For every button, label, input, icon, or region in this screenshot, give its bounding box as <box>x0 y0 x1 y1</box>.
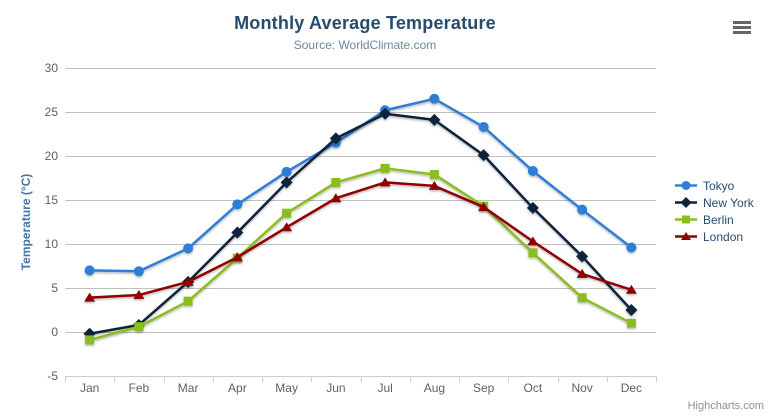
y-axis-label: 25 <box>45 105 59 119</box>
y-axis-label: 15 <box>45 193 59 207</box>
circle-marker[interactable] <box>84 265 95 276</box>
y-axis-label: 0 <box>51 325 58 339</box>
triangle-marker[interactable] <box>576 268 588 278</box>
y-axis-label: 20 <box>45 149 59 163</box>
series-tokyo[interactable] <box>84 93 637 277</box>
legend-item-label: New York <box>703 195 754 210</box>
x-axis-label: Aug <box>424 381 445 395</box>
x-axis-label: Oct <box>524 381 543 395</box>
diamond-marker[interactable] <box>477 149 490 162</box>
legend-item-berlin[interactable]: Berlin <box>674 211 754 228</box>
hamburger-bar <box>733 26 751 29</box>
x-axis-label: May <box>275 381 298 395</box>
triangle-marker[interactable] <box>681 232 691 240</box>
square-legend-icon <box>675 215 697 224</box>
square-marker[interactable] <box>626 318 636 328</box>
series-london[interactable] <box>84 177 637 302</box>
circle-marker[interactable] <box>577 204 588 215</box>
circle-marker[interactable] <box>133 266 144 277</box>
circle-marker[interactable] <box>183 243 194 254</box>
legend-item-tokyo[interactable]: Tokyo <box>674 177 754 194</box>
x-axis-label: Jul <box>377 381 392 395</box>
triangle-marker[interactable] <box>478 202 490 212</box>
circle-marker[interactable] <box>626 242 637 253</box>
square-marker[interactable] <box>134 322 144 332</box>
square-marker[interactable] <box>577 293 587 303</box>
context-menu-icon[interactable] <box>733 21 751 34</box>
triangle-marker[interactable] <box>281 222 293 232</box>
x-axis-label: Jun <box>326 381 345 395</box>
triangle-marker[interactable] <box>84 292 96 302</box>
triangle-marker[interactable] <box>527 236 539 246</box>
hamburger-bar <box>733 31 751 34</box>
triangle-marker[interactable] <box>182 276 194 286</box>
legend-item-new-york[interactable]: New York <box>674 194 754 211</box>
legend-item-label: Tokyo <box>703 178 735 193</box>
diamond-marker[interactable] <box>576 250 589 263</box>
series-new-york[interactable] <box>83 107 638 340</box>
circle-marker[interactable] <box>478 121 489 132</box>
diamond-marker[interactable] <box>526 201 539 214</box>
hamburger-bar <box>733 21 751 24</box>
square-marker[interactable] <box>85 335 95 345</box>
legend-item-label: London <box>703 229 744 244</box>
triangle-marker[interactable] <box>379 177 391 187</box>
triangle-legend-icon <box>675 232 697 240</box>
legend-item-label: Berlin <box>703 212 734 227</box>
circle-marker[interactable] <box>681 181 691 190</box>
square-marker[interactable] <box>183 296 193 306</box>
x-axis-label: Sep <box>473 381 495 395</box>
y-axis-label: 10 <box>45 237 59 251</box>
y-axis-title: Temperature (°C) <box>19 173 33 271</box>
square-marker[interactable] <box>282 208 292 218</box>
circle-legend-icon <box>675 181 697 190</box>
triangle-marker[interactable] <box>330 193 342 203</box>
diamond-legend-icon <box>675 197 697 208</box>
chart-title: Monthly Average Temperature <box>234 13 496 33</box>
diamond-marker[interactable] <box>329 132 342 145</box>
square-marker[interactable] <box>380 163 390 173</box>
chart-subtitle: Source: WorldClimate.com <box>293 38 437 52</box>
series-line[interactable] <box>88 97 633 273</box>
series-line[interactable] <box>88 112 633 336</box>
triangle-marker[interactable] <box>428 180 440 190</box>
x-axis-label: Jan <box>80 381 99 395</box>
highcharts-credit[interactable]: Highcharts.com <box>687 400 764 412</box>
triangle-marker[interactable] <box>231 252 243 262</box>
x-axis-label: Apr <box>228 381 247 395</box>
diamond-marker[interactable] <box>428 113 441 126</box>
circle-marker[interactable] <box>281 166 292 177</box>
diamond-marker[interactable] <box>280 176 293 189</box>
triangle-marker[interactable] <box>625 284 637 294</box>
diamond-marker[interactable] <box>379 107 392 120</box>
y-axis-label: -5 <box>47 369 58 383</box>
series-line[interactable] <box>88 167 633 342</box>
series-line[interactable] <box>88 181 633 299</box>
square-marker[interactable] <box>429 169 439 179</box>
triangle-marker[interactable] <box>133 290 145 300</box>
x-axis-label: Mar <box>178 381 199 395</box>
diamond-marker[interactable] <box>231 226 244 239</box>
circle-marker[interactable] <box>429 93 440 104</box>
legend-item-london[interactable]: London <box>674 228 754 245</box>
x-axis-label: Feb <box>129 381 150 395</box>
y-axis-label: 5 <box>51 281 58 295</box>
square-marker[interactable] <box>331 177 341 187</box>
legend: Tokyo New York Berlin London <box>674 177 754 245</box>
y-axis-label: 30 <box>45 61 59 75</box>
x-axis-label: Nov <box>571 381 592 395</box>
x-axis-label: Dec <box>621 381 642 395</box>
diamond-marker[interactable] <box>680 197 692 208</box>
square-marker[interactable] <box>528 248 538 258</box>
diamond-marker[interactable] <box>625 304 638 316</box>
circle-marker[interactable] <box>232 199 243 210</box>
square-marker[interactable] <box>682 215 690 224</box>
circle-marker[interactable] <box>527 165 538 176</box>
